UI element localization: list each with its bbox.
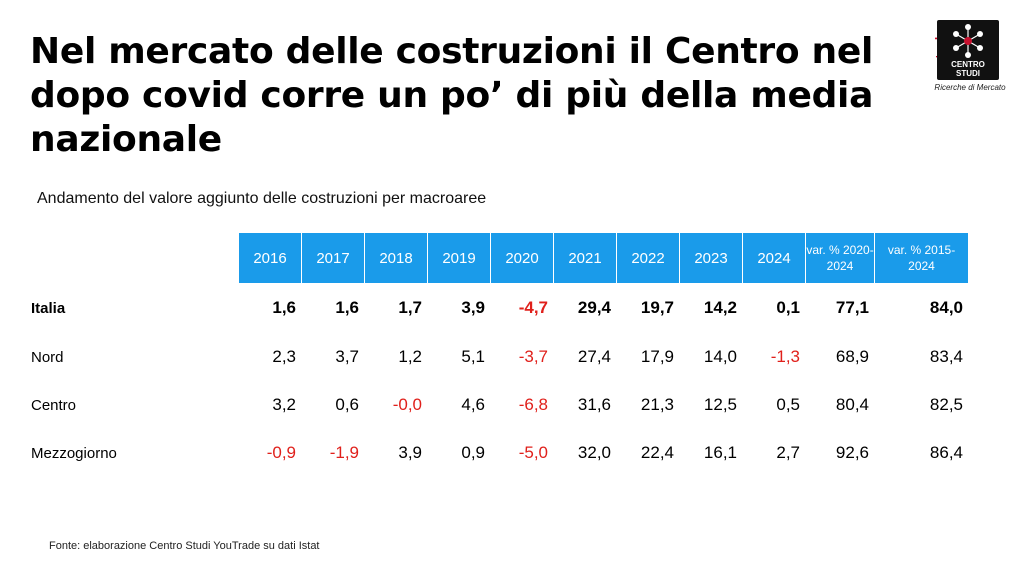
header-cell: 2016	[239, 233, 302, 283]
header-cell: 2022	[617, 233, 680, 283]
value-cell: 4,6	[461, 395, 485, 414]
table-row-mezzogiorno: Mezzogiorno -0,9 -1,9 3,9 0,9 -5,0 32,0 …	[26, 429, 969, 477]
value-cell: -4,7	[518, 298, 548, 317]
value-cell: 3,9	[398, 443, 422, 462]
value-cell: -1,9	[329, 443, 359, 462]
header-cell: 2023	[680, 233, 743, 283]
value-cell: -3,7	[518, 347, 548, 366]
logo-tagline: Ricerche di Mercato	[934, 83, 1006, 92]
table-row-italia: Italia 1,6 1,6 1,7 3,9 -4,7 29,4 19,7 14…	[26, 283, 969, 333]
header-cell: 2017	[302, 233, 365, 283]
value-cell: 77,1	[835, 298, 869, 317]
row-label: Nord	[31, 348, 64, 366]
value-cell: 21,3	[640, 395, 674, 414]
value-cell: 0,6	[335, 395, 359, 414]
centro-studi-logo: youtrade CENTRO STUDI Ricerche	[918, 16, 1006, 98]
value-cell: 5,1	[461, 347, 485, 366]
logo-box: CENTRO STUDI	[937, 20, 999, 80]
header-cell-var-2015-2024: var. % 2015-2024	[875, 233, 969, 283]
header-cell: 2024	[743, 233, 806, 283]
header-cell: 2019	[428, 233, 491, 283]
value-cell: 0,1	[776, 298, 800, 317]
table-subtitle: Andamento del valore aggiunto delle cost…	[37, 190, 487, 207]
value-cell: 0,9	[461, 443, 485, 462]
value-cell: 3,2	[272, 395, 296, 414]
value-cell: 82,5	[929, 395, 963, 414]
row-label: Italia	[31, 299, 66, 317]
source-note: Fonte: elaborazione Centro Studi YouTrad…	[49, 540, 320, 552]
value-cell: 0,5	[776, 395, 800, 414]
value-cell: 27,4	[577, 347, 611, 366]
value-cell: -0,9	[266, 443, 296, 462]
network-icon	[953, 24, 983, 58]
value-cell: 2,7	[776, 443, 800, 462]
header-cell: 2021	[554, 233, 617, 283]
value-cell: 92,6	[835, 443, 869, 462]
header-empty-cell	[26, 233, 239, 283]
value-cell: 3,9	[461, 298, 485, 317]
value-cell: -5,0	[518, 443, 548, 462]
table-row-centro: Centro 3,2 0,6 -0,0 4,6 -6,8 31,6 21,3 1…	[26, 381, 969, 429]
value-cell: 2,3	[272, 347, 296, 366]
value-cell: 22,4	[640, 443, 674, 462]
value-cell: -0,0	[392, 395, 422, 414]
value-cell: 1,6	[335, 298, 359, 317]
value-cell: 1,7	[398, 298, 422, 317]
value-cell: 31,6	[577, 395, 611, 414]
row-label: Mezzogiorno	[31, 444, 117, 462]
value-cell: 68,9	[835, 347, 869, 366]
value-cell: -6,8	[518, 395, 548, 414]
table-row-nord: Nord 2,3 3,7 1,2 5,1 -3,7 27,4 17,9 14,0…	[26, 333, 969, 381]
value-cell: 32,0	[577, 443, 611, 462]
value-cell: 14,0	[703, 347, 737, 366]
value-cell: 1,6	[272, 298, 296, 317]
logo-studi: STUDI	[956, 69, 980, 78]
value-cell: -1,3	[770, 347, 800, 366]
value-cell: 16,1	[703, 443, 737, 462]
value-cell: 80,4	[835, 395, 869, 414]
header-cell: 2018	[365, 233, 428, 283]
value-cell: 19,7	[640, 298, 674, 317]
header-cell-var-2020-2024: var. % 2020-2024	[806, 233, 875, 283]
data-table: 2016 2017 2018 2019 2020 2021 2022 2023 …	[26, 233, 969, 477]
value-cell: 12,5	[703, 395, 737, 414]
row-label: Centro	[31, 396, 77, 414]
value-cell: 3,7	[335, 347, 359, 366]
logo-centro: CENTRO	[951, 60, 985, 69]
page-title: Nel mercato delle costruzioni il Centro …	[30, 31, 874, 160]
value-cell: 29,4	[577, 298, 611, 317]
value-cell: 84,0	[929, 298, 963, 317]
value-cell: 17,9	[640, 347, 674, 366]
header-cell: 2020	[491, 233, 554, 283]
value-cell: 14,2	[703, 298, 737, 317]
value-cell: 86,4	[929, 443, 963, 462]
value-cell: 1,2	[398, 347, 422, 366]
value-cell: 83,4	[929, 347, 963, 366]
table-header-row: 2016 2017 2018 2019 2020 2021 2022 2023 …	[26, 233, 969, 283]
